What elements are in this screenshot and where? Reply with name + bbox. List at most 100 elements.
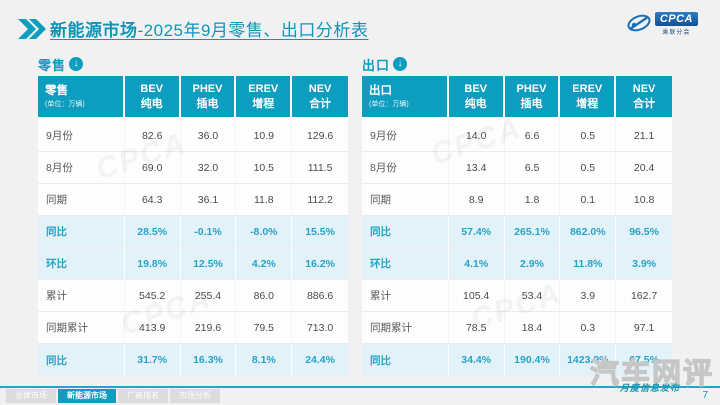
cell-value: 64.3 xyxy=(125,184,181,215)
header-cell-zh: 合计 xyxy=(309,97,332,110)
header-cell-en: EREV xyxy=(572,82,603,95)
table-row: 同期 8.9 1.8 0.1 10.8 xyxy=(362,184,672,216)
cell-value: -8.0% xyxy=(236,216,293,247)
export-table-body: 9月份 14.0 6.6 0.5 21.1 8月份 13.4 6.5 0.5 20.4 同期 8.9 1… xyxy=(362,120,672,376)
header-cell-en: EREV xyxy=(248,82,279,95)
cell-value: 19.8% xyxy=(125,248,181,279)
header-cell-en: PHEV xyxy=(192,82,223,95)
retail-table-section: 零售 ↓ 零售 (单位：万辆) BEV 纯电 PHEV 插电 EREV 增程 NEV 合计 9月份… xyxy=(38,55,348,376)
cell-value: 886.6 xyxy=(306,289,334,302)
cell-value: 2.9% xyxy=(505,248,561,279)
cell-value: 13.4 xyxy=(449,152,505,183)
cell-value: 265.1% xyxy=(505,216,561,247)
title-row: 新能源市场-2025年9月零售、出口分析表 xyxy=(18,16,368,41)
retail-table-body: 9月份 82.6 36.0 10.9 129.6 8月份 69.0 32.0 10.5 111.5… xyxy=(38,120,348,376)
row-label: 累计 xyxy=(362,280,449,311)
cell-value: 112.2 xyxy=(307,193,333,206)
cell-value: 24.4% xyxy=(305,354,335,366)
cell-value: 11.8 xyxy=(236,184,293,215)
header-cell-zh: 增程 xyxy=(576,97,599,110)
footer-tab-总体市场[interactable]: 总体市场 xyxy=(6,389,56,403)
header-cell-en: NEV xyxy=(308,82,332,95)
footer-tab-市场分析[interactable]: 市场分析 xyxy=(170,389,220,403)
header-cell-nev: NEV 合计 xyxy=(292,76,348,117)
header-cell-phev: PHEV 插电 xyxy=(504,76,561,117)
cell-value: 15.5% xyxy=(305,225,335,238)
cell-value: 162.7 xyxy=(630,289,658,302)
header-cell-bev: BEV 纯电 xyxy=(448,76,505,117)
row-label: 8月份 xyxy=(362,152,449,183)
tables-area: 零售 ↓ 零售 (单位：万辆) BEV 纯电 PHEV 插电 EREV 增程 NEV 合计 9月份… xyxy=(38,55,672,376)
header-cell-en: BEV xyxy=(464,82,487,95)
cell-value: 4.2% xyxy=(236,248,293,279)
header-cell-en: BEV xyxy=(140,82,163,95)
table-row: 9月份 82.6 36.0 10.9 129.6 xyxy=(38,120,348,152)
table-row: 累计 105.4 53.4 3.9 162.7 xyxy=(362,280,672,312)
down-arrow-icon: ↓ xyxy=(393,57,408,71)
cell-value: 97.1 xyxy=(633,321,655,334)
double-chevron-icon xyxy=(18,18,46,39)
table-row: 环比 19.8% 12.5% 4.2% 16.2% xyxy=(38,248,348,280)
cell-value: 3.9% xyxy=(632,257,657,270)
row-label: 同期累计 xyxy=(38,312,125,343)
logo-text-block: CPCA 乘联分会 xyxy=(654,12,698,36)
cell-value: 6.5 xyxy=(505,152,561,183)
unit-note: (单位：万辆) xyxy=(369,101,409,109)
row-label: 同比 xyxy=(38,344,125,376)
header-cell-zh: 增程 xyxy=(252,97,275,110)
cell-value: 82.6 xyxy=(125,120,181,151)
footer-tab-厂商排名[interactable]: 厂商排名 xyxy=(118,389,168,403)
retail-table-header: 零售 (单位：万辆) BEV 纯电 PHEV 插电 EREV 增程 NEV 合计 xyxy=(38,76,348,120)
unit-note: (单位：万辆) xyxy=(45,101,85,109)
logo-sub-label: 乘联分会 xyxy=(662,30,691,36)
export-table-header: 出口 (单位：万辆) BEV 纯电 PHEV 插电 EREV 增程 NEV 合计 xyxy=(362,76,672,120)
table-row: 同期累计 78.5 18.4 0.3 97.1 xyxy=(362,312,672,344)
cell-value: 413.9 xyxy=(125,312,181,343)
cell-value: -0.1% xyxy=(181,216,237,247)
header-cell-zh: 插电 xyxy=(520,97,543,110)
cell-value: 79.5 xyxy=(236,312,293,343)
row-label: 环比 xyxy=(38,248,125,279)
cell-value: 18.4 xyxy=(505,312,561,343)
logo-cpca-label: CPCA xyxy=(654,12,698,26)
title-rest: -2025年9月零售、出口分析表 xyxy=(137,21,369,40)
header-cell-erev: EREV 增程 xyxy=(236,76,293,117)
footer-tab-新能源市场[interactable]: 新能源市场 xyxy=(58,389,116,403)
cell-value: 545.2 xyxy=(125,280,181,311)
row-label: 同期 xyxy=(362,184,449,215)
cell-value: 0.5 xyxy=(560,120,617,151)
corner-label: 出口 xyxy=(369,84,392,97)
footer-divider xyxy=(0,386,720,388)
retail-section-label: 零售 xyxy=(38,57,67,73)
row-label: 同比 xyxy=(38,216,125,247)
cell-value: 255.4 xyxy=(181,280,237,311)
monthly-release-watermark: 月度信息发布 xyxy=(619,383,680,393)
cell-value: 78.5 xyxy=(449,312,505,343)
cell-value: 862.0% xyxy=(560,216,617,247)
cell-value: 3.9 xyxy=(560,280,617,311)
cell-value: 32.0 xyxy=(181,152,237,183)
table-row: 同比 28.5% -0.1% -8.0% 15.5% xyxy=(38,216,348,248)
cell-value: 8.1% xyxy=(236,344,293,376)
cell-value: 16.2% xyxy=(305,257,335,270)
cell-value: 10.8 xyxy=(633,193,655,206)
cell-value: 1.8 xyxy=(505,184,561,215)
cell-value: 111.5 xyxy=(307,161,333,174)
table-row: 8月份 13.4 6.5 0.5 20.4 xyxy=(362,152,672,184)
cell-value: 0.5 xyxy=(560,152,617,183)
cell-value: 0.3 xyxy=(560,312,617,343)
cell-value: 4.1% xyxy=(449,248,505,279)
header-cell-zh: 纯电 xyxy=(464,97,487,110)
cell-value: 14.0 xyxy=(449,120,505,151)
row-label: 环比 xyxy=(362,248,449,279)
header-cell-erev: EREV 增程 xyxy=(560,76,617,117)
cell-value: 57.4% xyxy=(449,216,505,247)
cell-value: 28.5% xyxy=(125,216,181,247)
cell-value: 34.4% xyxy=(449,344,505,376)
down-arrow-icon: ↓ xyxy=(69,57,84,71)
row-label: 8月份 xyxy=(38,152,125,183)
cell-value: 219.6 xyxy=(181,312,237,343)
header-cell-en: NEV xyxy=(632,82,656,95)
cell-value: 21.1 xyxy=(633,129,655,142)
